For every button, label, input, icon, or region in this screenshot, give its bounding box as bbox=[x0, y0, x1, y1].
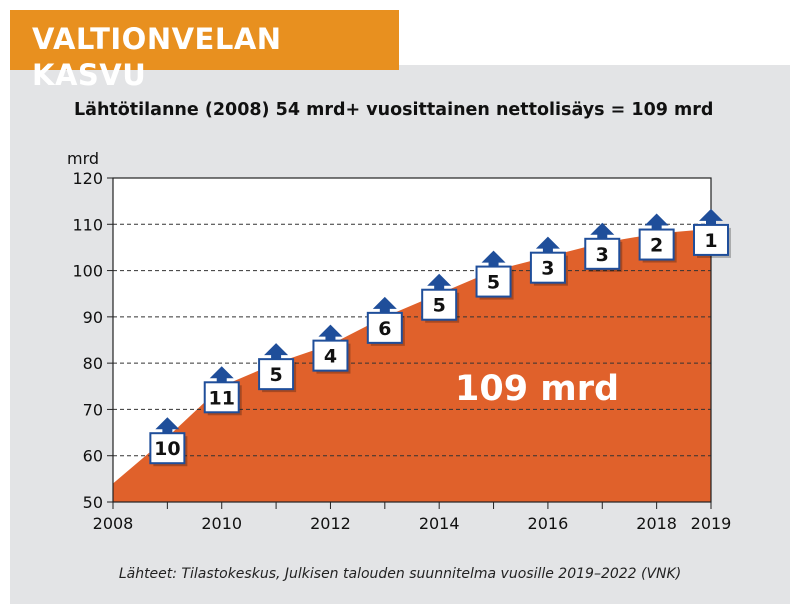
y-axis-unit-label: mrd bbox=[67, 149, 99, 168]
increment-value-2009: 10 bbox=[154, 438, 180, 460]
arrow-up-icon bbox=[535, 236, 560, 253]
arrow-up-icon bbox=[318, 324, 343, 341]
increment-value-2015: 5 bbox=[487, 272, 500, 294]
increment-box bbox=[366, 311, 403, 344]
x-tick-label-2019: 2019 bbox=[691, 514, 732, 533]
y-tick-label-70: 70 bbox=[83, 400, 103, 419]
increment-value-2011: 5 bbox=[269, 364, 282, 386]
increment-marker-2010: 11 bbox=[203, 366, 242, 416]
title-banner: VALTIONVELAN KASVU bbox=[10, 10, 399, 92]
y-tick-label-60: 60 bbox=[83, 447, 103, 466]
increment-marker-2018: 2 bbox=[638, 213, 677, 263]
arrow-up-icon bbox=[209, 366, 234, 383]
y-tick-label-80: 80 bbox=[83, 354, 103, 373]
increment-box bbox=[258, 358, 295, 391]
increment-box bbox=[584, 237, 621, 270]
increment-marker-2009: 10 bbox=[149, 417, 188, 467]
arrow-up-icon bbox=[590, 222, 615, 239]
increment-marker-2017: 3 bbox=[584, 222, 623, 272]
increment-value-2012: 4 bbox=[324, 346, 337, 368]
increment-marker-2016: 3 bbox=[529, 236, 568, 286]
increment-value-2013: 6 bbox=[378, 318, 391, 340]
increment-value-2016: 3 bbox=[541, 258, 554, 280]
increment-marker-2013: 6 bbox=[366, 296, 405, 346]
arrow-up-icon bbox=[372, 296, 397, 313]
total-annotation: 109 mrd bbox=[455, 369, 619, 409]
increment-box bbox=[149, 432, 186, 465]
increment-marker-2015: 5 bbox=[475, 250, 514, 300]
arrow-up-icon bbox=[427, 273, 452, 290]
increment-box bbox=[203, 381, 240, 414]
increment-marker-2014: 5 bbox=[421, 273, 460, 323]
x-tick-label-2008: 2008 bbox=[93, 514, 134, 533]
x-tick-label-2016: 2016 bbox=[528, 514, 569, 533]
source-note: Lähteet: Tilastokeskus, Julkisen taloude… bbox=[118, 566, 682, 582]
arrow-up-icon bbox=[644, 213, 669, 230]
x-tick-label-2012: 2012 bbox=[310, 514, 351, 533]
page-title: VALTIONVELAN KASVU bbox=[32, 22, 282, 92]
increment-value-2018: 2 bbox=[650, 235, 663, 257]
arrow-up-icon bbox=[699, 208, 723, 225]
increment-box bbox=[529, 251, 566, 284]
y-tick-label-110: 110 bbox=[72, 215, 103, 234]
increment-value-2014: 5 bbox=[433, 295, 446, 317]
increment-box bbox=[638, 228, 675, 261]
increment-box bbox=[312, 339, 349, 372]
arrow-up-icon bbox=[155, 417, 180, 434]
x-tick-label-2010: 2010 bbox=[201, 514, 242, 533]
arrow-up-icon bbox=[481, 250, 506, 267]
plot-frame bbox=[112, 177, 712, 503]
increment-marker-2011: 5 bbox=[258, 343, 297, 393]
debt-area bbox=[113, 228, 711, 502]
increment-value-2019: 1 bbox=[704, 230, 717, 252]
y-tick-label-120: 120 bbox=[72, 169, 103, 188]
y-tick-label-50: 50 bbox=[83, 493, 103, 512]
increment-marker-2019: 1 bbox=[693, 208, 731, 258]
increment-value-2010: 11 bbox=[209, 387, 235, 409]
increment-box bbox=[475, 265, 512, 298]
x-tick-label-2018: 2018 bbox=[636, 514, 677, 533]
increment-box bbox=[693, 223, 729, 256]
y-tick-label-90: 90 bbox=[83, 308, 103, 327]
arrow-up-icon bbox=[264, 343, 289, 360]
increment-box bbox=[421, 288, 458, 321]
chart-subtitle: Lähtötilanne (2008) 54 mrd+ vuosittainen… bbox=[74, 100, 714, 120]
x-tick-label-2014: 2014 bbox=[419, 514, 460, 533]
y-tick-label-100: 100 bbox=[72, 262, 103, 281]
increment-value-2017: 3 bbox=[596, 244, 609, 266]
increment-marker-2012: 4 bbox=[312, 324, 351, 374]
